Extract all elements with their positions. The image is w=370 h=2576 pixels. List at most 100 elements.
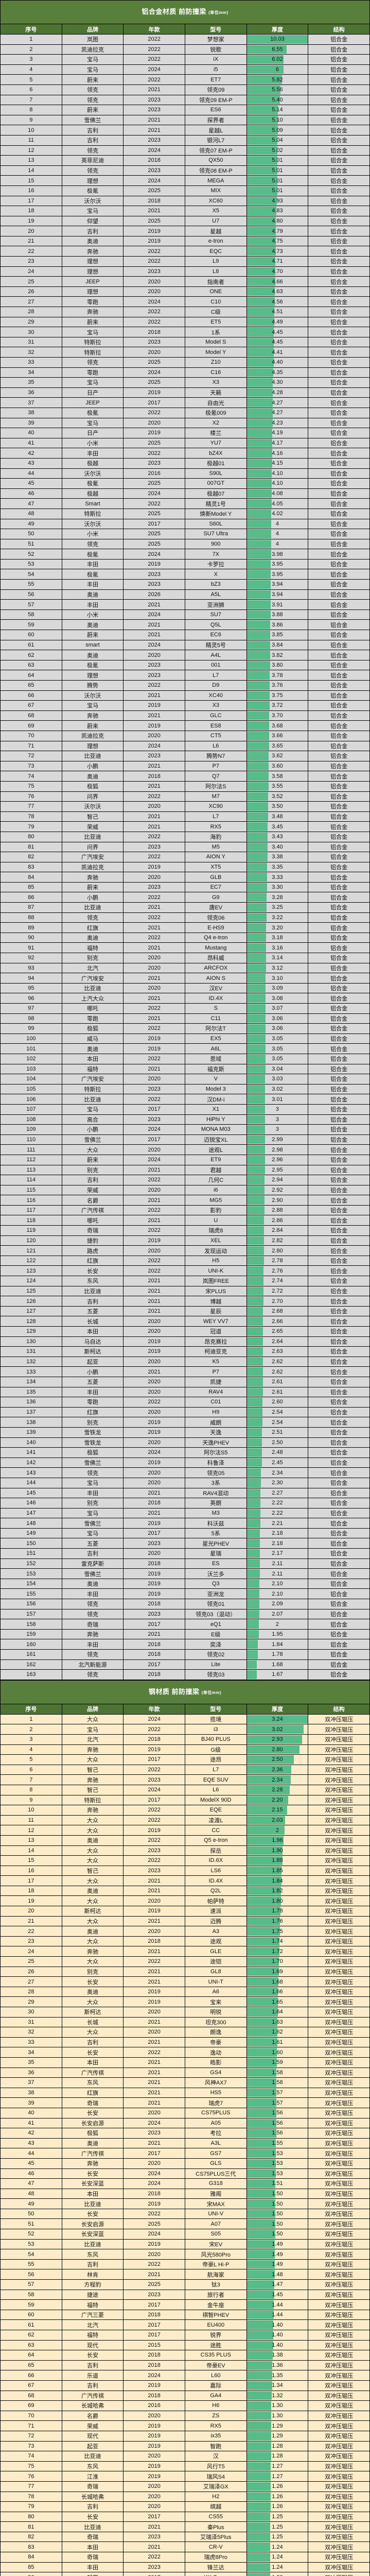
thickness-value: 4.70 bbox=[272, 268, 283, 275]
thickness-cell: 3.40 bbox=[246, 841, 309, 853]
table-row: 66 沃尔沃 2021 XC40 3.75 铝合金 bbox=[0, 690, 370, 701]
thickness-bar bbox=[246, 1075, 266, 1083]
table-row: 107 宝马 2017 X1 3 铝合金 bbox=[0, 1104, 370, 1115]
thickness-cell: 4.73 bbox=[246, 246, 309, 257]
brand-cell: 吉利 bbox=[61, 1296, 124, 1307]
row-index: 121 bbox=[0, 1245, 62, 1256]
thickness-value: 4.35 bbox=[272, 369, 283, 376]
thickness-value: 1.23 bbox=[247, 2574, 308, 2576]
row-index: 57 bbox=[0, 2279, 62, 2290]
thickness-bar bbox=[246, 2280, 275, 2289]
row-index: 157 bbox=[0, 1608, 62, 1620]
thickness-bar bbox=[246, 2492, 271, 2501]
brand-cell: 比亚迪 bbox=[61, 2451, 124, 2462]
year-cell: 2023 bbox=[123, 1774, 185, 1785]
row-index: 161 bbox=[0, 1649, 62, 1660]
thickness-cell: 3.52 bbox=[246, 791, 309, 802]
structure-cell: 铝合金 bbox=[308, 670, 370, 681]
structure-cell: 铝合金 bbox=[308, 1649, 370, 1660]
thickness-cell: 2.15 bbox=[246, 1805, 309, 1816]
thickness-value: 2.22 bbox=[272, 1510, 283, 1516]
structure-cell: 双冲压辊压 bbox=[308, 2229, 370, 2240]
thickness-bar bbox=[246, 610, 271, 619]
year-cell: 2019 bbox=[123, 2430, 185, 2442]
thickness-value: 3.02 bbox=[272, 1726, 283, 1733]
model-cell: S05 bbox=[184, 2229, 247, 2240]
table-row: 113 别克 2021 君越 2.95 铝合金 bbox=[0, 1164, 370, 1176]
brand-cell: 长城 bbox=[61, 1316, 124, 1327]
table-row: 158 奇瑞 2017 eQ1 2 铝合金 bbox=[0, 1619, 370, 1630]
year-cell: 2021 bbox=[123, 2269, 185, 2280]
model-cell: 汉EV bbox=[184, 982, 247, 994]
thickness-bar bbox=[246, 903, 267, 912]
brand-cell: 零跑 bbox=[61, 296, 124, 308]
table-row: 30 斯柯达 2020 明锐 1.64 双冲压辊压 bbox=[0, 2007, 370, 2018]
thickness-cell: 3.45 bbox=[246, 821, 309, 832]
table-row: 84 奔驰 2020 GLB 3.33 铝合金 bbox=[0, 872, 370, 883]
table-row: 90 奥迪 2022 Q4 e-tron 3.18 铝合金 bbox=[0, 932, 370, 943]
structure-cell: 双冲压辊压 bbox=[308, 1724, 370, 1735]
year-cell: 2020 bbox=[123, 347, 185, 358]
thickness-bar bbox=[246, 1579, 260, 1588]
structure-cell: 双冲压辊压 bbox=[308, 2289, 370, 2300]
thickness-value: 2.99 bbox=[272, 1137, 283, 1143]
model-cell: 皓影 bbox=[184, 2057, 247, 2068]
thickness-value: 3.12 bbox=[272, 964, 283, 971]
year-cell: 2024 bbox=[123, 64, 185, 75]
structure-cell: 铝合金 bbox=[308, 397, 370, 408]
row-index: 136 bbox=[0, 1397, 62, 1408]
row-index: 10 bbox=[0, 1805, 62, 1816]
thickness-value: 4.73 bbox=[272, 248, 283, 255]
year-cell: 2021 bbox=[123, 1629, 185, 1640]
model-cell: 领克01 bbox=[184, 1599, 247, 1609]
brand-cell: 仰望 bbox=[61, 215, 124, 227]
year-cell: 2017 bbox=[123, 1104, 185, 1115]
thickness-cell: 1.56 bbox=[246, 2107, 309, 2119]
row-index: 154 bbox=[0, 1578, 62, 1589]
thickness-bar bbox=[246, 2543, 271, 2552]
thickness-bar bbox=[246, 2553, 271, 2562]
row-index: 54 bbox=[0, 569, 62, 580]
thickness-cell: 4.16 bbox=[246, 448, 309, 459]
row-index: 59 bbox=[0, 2299, 62, 2310]
thickness-cell: 1.24 bbox=[246, 2562, 309, 2573]
structure-cell: 铝合金 bbox=[308, 1518, 370, 1529]
brand-cell: 广汽埃安 bbox=[61, 852, 124, 862]
structure-cell: 铝合金 bbox=[308, 1548, 370, 1559]
row-index: 158 bbox=[0, 1619, 62, 1630]
thickness-bar bbox=[246, 1014, 266, 1023]
brand-cell: 极狐 bbox=[61, 1023, 124, 1034]
structure-cell: 铝合金 bbox=[308, 791, 370, 802]
table-row: 1 岚图 2022 梦想家 10.03 铝合金 bbox=[0, 34, 370, 45]
row-index: 67 bbox=[0, 700, 62, 711]
model-cell: 考拉 bbox=[184, 2128, 247, 2139]
year-cell: 2021 bbox=[123, 1306, 185, 1317]
model-cell: XC60 bbox=[184, 195, 247, 207]
brand-cell: 奇瑞 bbox=[61, 1619, 124, 1630]
brand-cell: 宝马 bbox=[61, 377, 124, 388]
table-row: 81 问界 2023 M5 3.40 铝合金 bbox=[0, 841, 370, 853]
year-cell: 2020 bbox=[123, 1386, 185, 1398]
thickness-value: 3.08 bbox=[272, 995, 283, 1002]
model-cell: 天逸PHEV bbox=[184, 1437, 247, 1448]
thickness-value: 4.30 bbox=[272, 379, 283, 386]
thickness-bar bbox=[246, 368, 274, 377]
structure-cell: 双冲压辊压 bbox=[308, 2087, 370, 2098]
model-cell: 福克斯 bbox=[184, 1063, 247, 1075]
thickness-cell: 4.27 bbox=[246, 407, 309, 418]
brand-cell: 领克 bbox=[61, 912, 124, 923]
structure-cell: 铝合金 bbox=[308, 74, 370, 85]
structure-cell: 铝合金 bbox=[308, 1386, 370, 1398]
model-cell: 明锐 bbox=[184, 2007, 247, 2018]
table-row: 79 吉利 2020 缤越 1.26 双冲压辊压 bbox=[0, 2501, 370, 2512]
thickness-cell: 1.29 bbox=[246, 2430, 309, 2442]
year-cell: 2023 bbox=[123, 882, 185, 893]
table-row: 12 大众 2019 CC 2 双冲压辊压 bbox=[0, 1825, 370, 1836]
row-index: 36 bbox=[0, 387, 62, 398]
model-cell: 智跑 bbox=[184, 2441, 247, 2452]
brand-cell: JEEP bbox=[61, 276, 124, 287]
thickness-bar bbox=[246, 236, 276, 246]
year-cell: 2022 bbox=[123, 1397, 185, 1408]
thickness-bar bbox=[246, 1785, 290, 1794]
structure-cell: 双冲压辊压 bbox=[308, 2441, 370, 2452]
